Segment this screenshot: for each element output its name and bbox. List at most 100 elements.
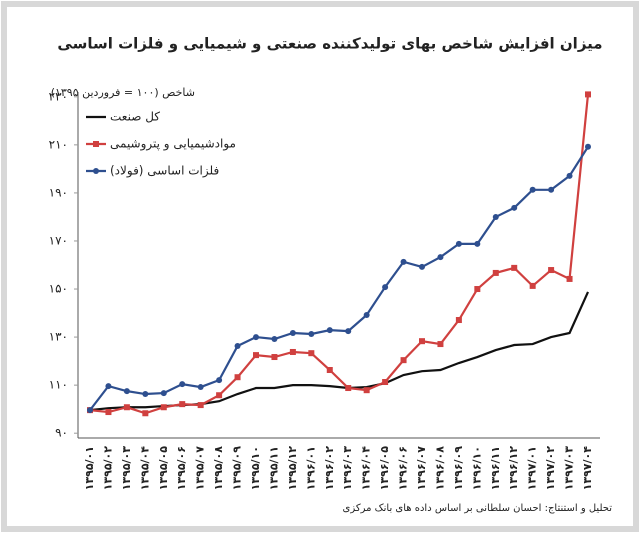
point [142,410,149,417]
point [271,336,278,343]
x-tick-label: ۱۳۹۷/۰۴ [581,446,594,491]
x-tick-label: ۱۳۹۶/۰۶ [397,446,410,490]
point [234,342,241,349]
x-tick-label: ۱۳۹۶/۰۳ [341,446,354,491]
x-tick-label: ۱۳۹۵/۰۹ [231,446,244,491]
point [548,267,555,274]
point [234,374,241,381]
x-tick-label: ۱۳۹۶/۱۲ [507,446,520,491]
point [87,407,93,414]
y-tick-label: ۲۱۰ [49,137,68,151]
point [529,186,536,193]
point [308,350,315,357]
x-tick-label: ۱۳۹۵/۱۲ [286,446,299,491]
point [160,404,167,411]
legend-label: فلزات اساسی (فولاد) [110,164,219,179]
x-tick-label: ۱۳۹۵/۰۷ [194,446,207,491]
y-tick-label: ۱۵۰ [49,282,68,296]
point [179,401,186,408]
y-tick-label: ۱۷۰ [49,233,68,247]
point [382,284,389,291]
point [419,338,425,345]
x-tick-label: ۱۳۹۵/۱۰ [249,446,262,490]
point [160,390,167,397]
point [437,254,444,261]
x-tick-label: ۱۳۹۵/۱۱ [267,446,280,490]
point [363,311,370,318]
series-line [89,146,589,411]
chart-title: میزان افزایش شاخص بهای تولیدکننده صنعتی … [57,35,602,53]
point [326,327,333,334]
point [253,352,259,359]
point [382,379,389,386]
x-tick-label: ۱۳۹۷/۰۳ [563,446,576,491]
y-tick-label: ۲۳۰ [49,89,68,103]
point [123,404,130,411]
x-tick-label: ۱۳۹۵/۰۲ [101,446,114,491]
point [105,383,112,390]
point [585,143,591,150]
series-line [89,94,590,415]
x-tick-label: ۱۳۹۶/۰۲ [323,446,336,491]
point [492,213,499,220]
y-tick-label: ۱۹۰ [49,185,68,199]
point [511,264,518,271]
y-tick-label: ۱۳۰ [49,330,68,344]
point [216,377,223,384]
point [492,269,499,276]
point [455,317,462,324]
point [548,186,555,193]
x-tick-label: ۱۳۹۶/۱۱ [489,446,502,490]
x-tick-label: ۱۳۹۶/۰۸ [433,446,446,491]
point [529,282,536,289]
point [289,329,296,336]
legend-label: موادشیمیایی و پتروشیمی [110,137,236,152]
point [419,263,425,270]
x-tick-label: ۱۳۹۵/۰۵ [157,446,170,491]
x-tick-label: ۱۳۹۶/۰۷ [415,446,428,491]
point [437,341,444,348]
point [142,391,149,398]
point [566,172,573,179]
point [197,384,204,391]
x-tick-label: ۱۳۹۶/۱۰ [470,446,483,490]
point [474,240,481,247]
point [197,402,204,409]
point [308,330,315,337]
point [363,387,370,394]
x-tick-label: ۱۳۹۵/۰۶ [175,446,188,490]
point [345,328,352,335]
x-tick-label: ۱۳۹۶/۰۴ [360,446,373,491]
point [253,334,259,341]
point [289,348,296,355]
x-tick-label: ۱۳۹۵/۰۴ [138,446,151,491]
point [511,204,518,211]
point [345,385,352,392]
legend-label: کل صنعت [110,110,160,124]
point [400,258,407,265]
point [326,367,333,374]
x-tick-label: ۱۳۹۷/۰۱ [526,446,539,490]
point [400,357,407,364]
point [105,409,112,416]
x-tick-label: ۱۳۹۶/۰۵ [378,446,391,491]
point [216,392,223,399]
point [271,354,278,361]
source-note: تحلیل و استنتاج: احسان سلطانی بر اساس دا… [343,503,613,514]
x-tick-label: ۱۳۹۶/۰۱ [304,446,317,490]
y-axis-label: شاخص (۱۰۰ = فروردین ۱۳۹۵) [51,86,195,99]
point [566,275,573,282]
point [455,240,462,247]
x-tick-label: ۱۳۹۵/۰۳ [120,446,133,491]
y-tick-label: ۹۰ [55,426,68,440]
y-tick-label: ۱۱۰ [49,378,68,392]
point [585,91,591,98]
legend-marker [93,168,99,174]
x-tick-label: ۱۳۹۶/۰۹ [452,446,465,491]
point [179,381,186,388]
x-tick-label: ۱۳۹۷/۰۲ [544,446,557,491]
x-tick-label: ۱۳۹۵/۰۱ [83,446,96,490]
legend-marker [93,141,99,147]
